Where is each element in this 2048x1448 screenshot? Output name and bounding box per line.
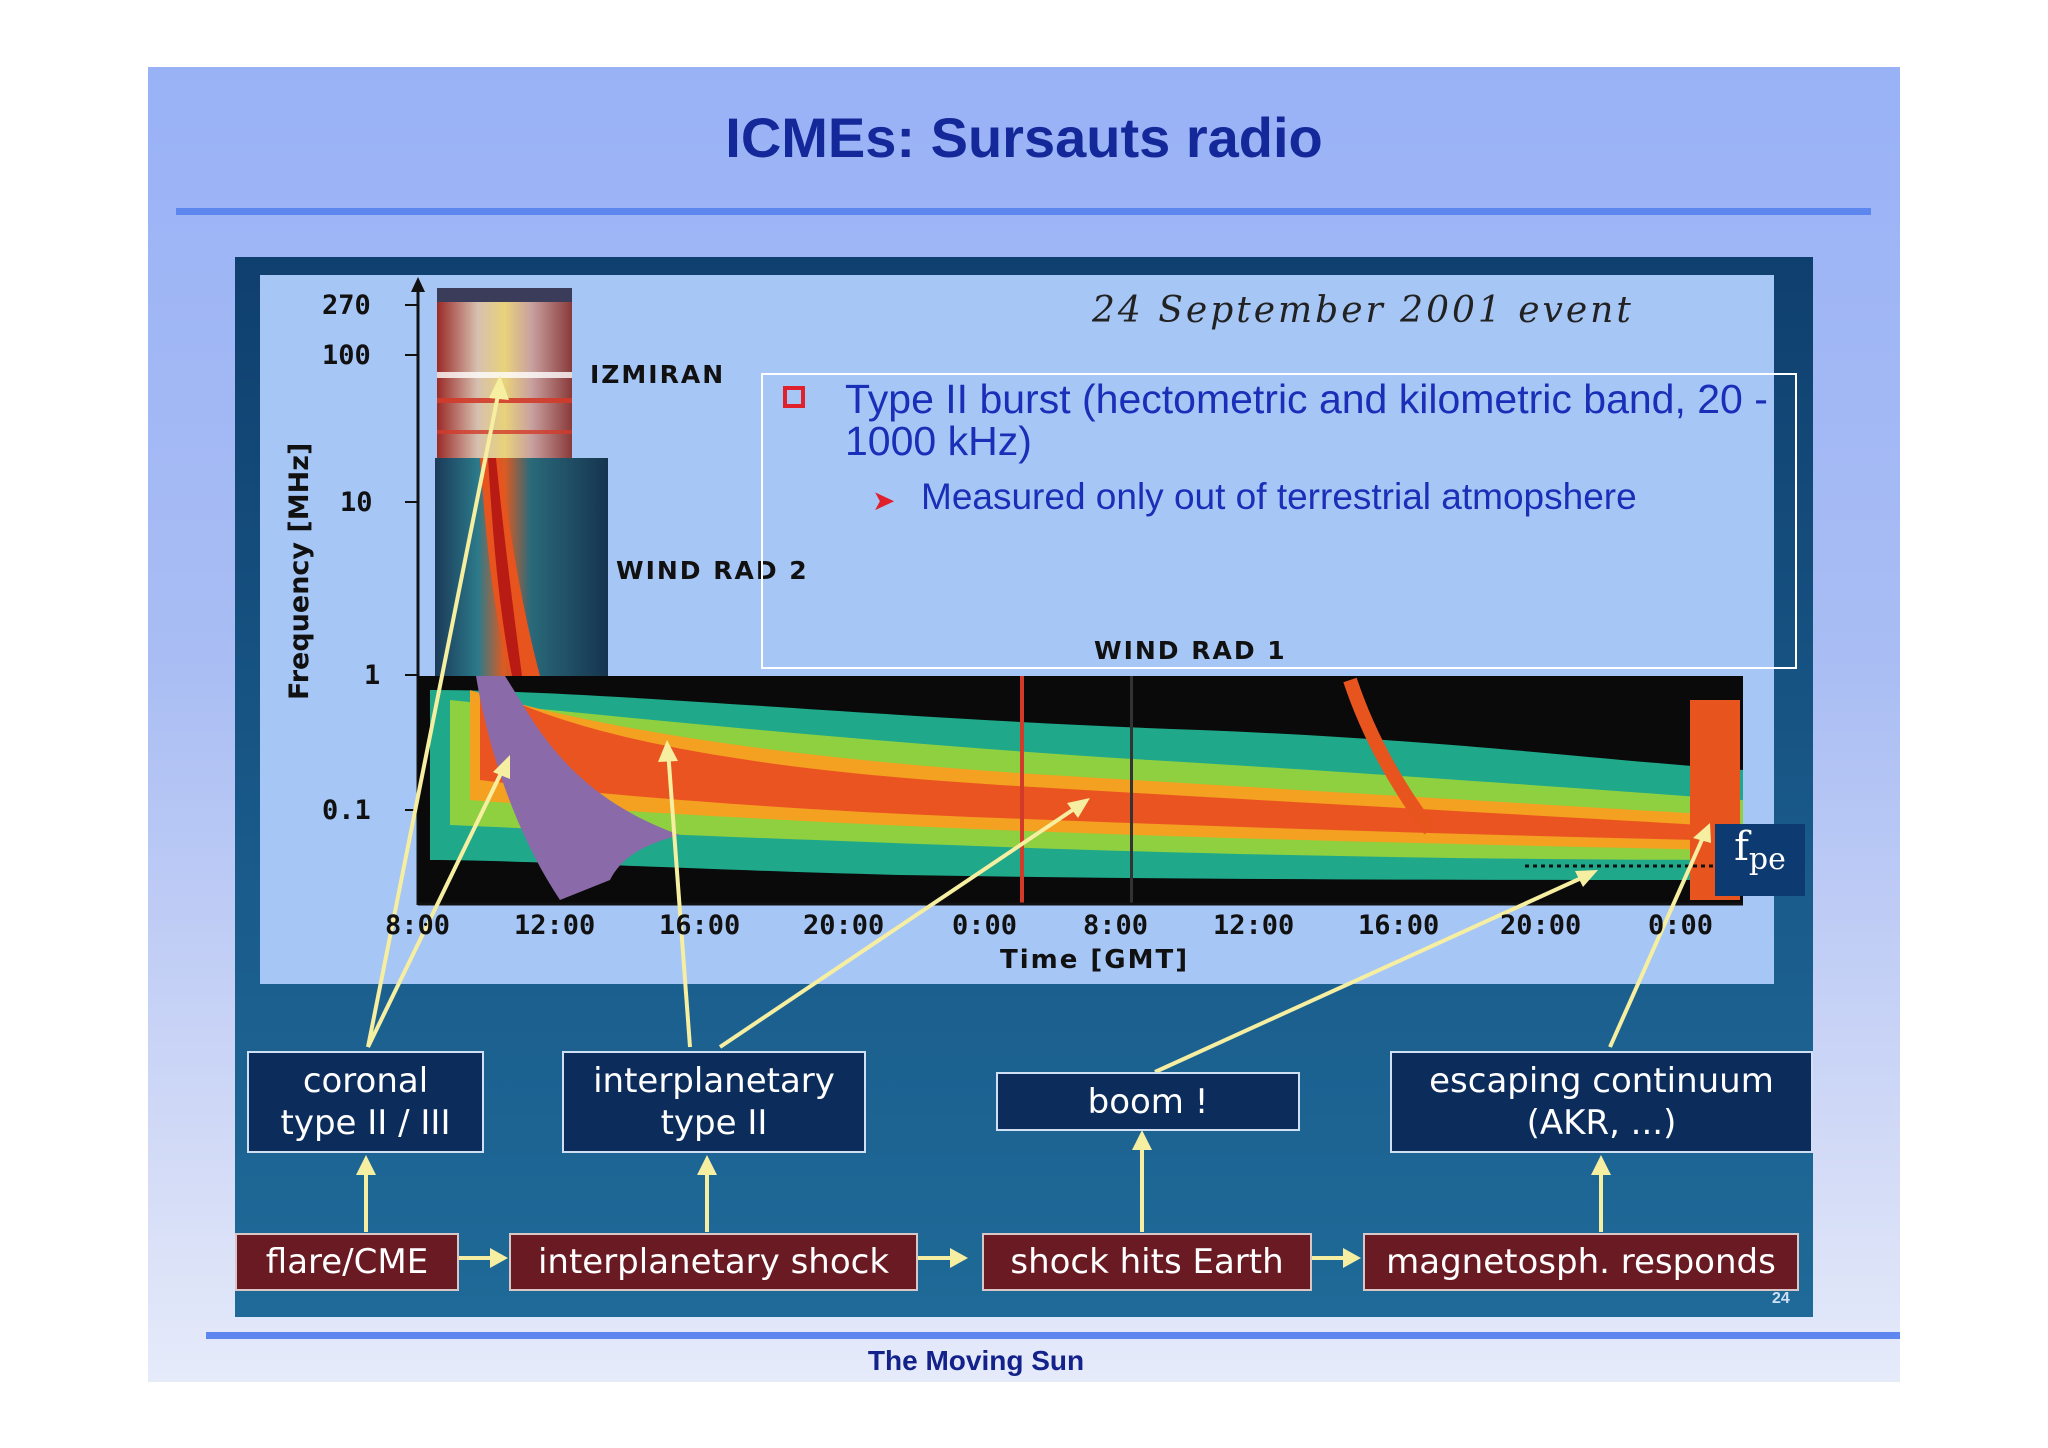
- x-tick: 12:00: [514, 910, 596, 941]
- y-tick: 10: [340, 487, 373, 518]
- izmiran-label: IZMIRAN: [590, 360, 726, 389]
- box-interplanetary-shock: interplanetary shock: [509, 1233, 918, 1291]
- y-tick: 0.1: [322, 795, 371, 826]
- page-number: 24: [1772, 1290, 1790, 1307]
- footer-rule: [206, 1332, 1900, 1339]
- x-tick: 0:00: [952, 910, 1018, 941]
- slide-footer: The Moving Sun: [867, 1345, 1085, 1376]
- x-axis-label: Time [GMT]: [1000, 945, 1190, 975]
- box-escaping-continuum: escaping continuum (AKR, ...): [1390, 1051, 1813, 1153]
- fpe-main: f: [1734, 824, 1749, 870]
- slide-title: ICMEs: Sursauts radio: [725, 106, 1323, 169]
- bullet-measured: Measured only out of terrestrial atmopsh…: [921, 476, 1637, 517]
- box-shock-hits-earth: shock hits Earth: [982, 1233, 1312, 1291]
- box-text: magnetosph. responds: [1386, 1242, 1776, 1282]
- y-tick: 100: [322, 340, 371, 371]
- x-tick: 0:00: [1648, 910, 1714, 941]
- box-text: interplanetary shock: [537, 1242, 890, 1282]
- box-text: flare/CME: [265, 1242, 429, 1282]
- box-text: escaping continuum: [1429, 1061, 1774, 1101]
- box-text: type II: [660, 1103, 768, 1143]
- box-coronal-type-ii-iii: coronal type II / III: [247, 1051, 484, 1153]
- arrow-bullet-icon: ➤: [872, 484, 896, 517]
- box-text: shock hits Earth: [1010, 1242, 1284, 1282]
- box-text: (AKR, ...): [1526, 1103, 1677, 1143]
- x-tick: 16:00: [1358, 910, 1440, 941]
- x-tick: 8:00: [385, 910, 451, 941]
- x-tick: 20:00: [803, 910, 885, 941]
- x-tick: 8:00: [1083, 910, 1149, 941]
- fpe-subscript: pe: [1748, 842, 1786, 877]
- y-tick: 270: [322, 290, 371, 321]
- x-tick: 20:00: [1500, 910, 1582, 941]
- wind-rad1-label: WIND RAD 1: [1094, 636, 1287, 665]
- wind-rad2-label: WIND RAD 2: [616, 556, 809, 585]
- bullet-type-ii-burst: Type II burst (hectometric and kilometri…: [845, 376, 1768, 464]
- y-tick: 1: [364, 660, 381, 691]
- event-label: 24 September 2001 event: [1092, 290, 1634, 331]
- box-interplanetary-type-ii: interplanetary type II: [562, 1051, 866, 1153]
- box-text: type II / III: [280, 1103, 451, 1143]
- square-bullet-icon: [783, 386, 805, 408]
- x-tick: 16:00: [659, 910, 741, 941]
- box-flare-cme: flare/CME: [235, 1233, 459, 1291]
- fpe-label: fpe: [1715, 824, 1805, 896]
- title-rule: [176, 208, 1871, 215]
- box-boom: boom !: [996, 1072, 1300, 1131]
- box-text: boom !: [1087, 1081, 1209, 1122]
- box-text: coronal: [302, 1061, 429, 1101]
- text-box: [761, 373, 1797, 669]
- x-tick: 12:00: [1213, 910, 1295, 941]
- box-magnetosph-responds: magnetosph. responds: [1363, 1233, 1799, 1291]
- y-axis-label: Frequency [MHz]: [284, 442, 315, 700]
- box-text: interplanetary: [593, 1061, 835, 1101]
